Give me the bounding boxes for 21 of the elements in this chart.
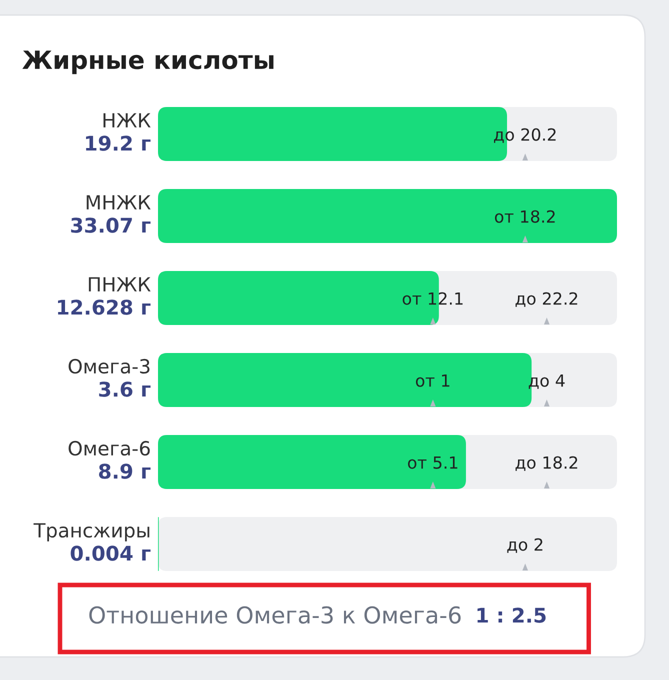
category-label: Омега-6	[68, 440, 150, 456]
data-label: до 22.2	[516, 292, 578, 307]
data-label: 33.07 г	[71, 218, 151, 233]
text: 1 : 2.5	[478, 608, 546, 623]
data-label: до 2	[507, 538, 542, 553]
data-label: до 18.2	[516, 456, 578, 471]
category-label: Трансжиры	[34, 523, 150, 542]
category-label: МНЖК	[86, 195, 151, 210]
data-label: 8.9 г	[99, 464, 151, 479]
data-label: от 5.1	[408, 456, 458, 469]
category-label: ПНЖК	[88, 277, 151, 292]
data-label: 3.6 г	[99, 382, 151, 397]
category-label: Омега-3	[68, 358, 150, 374]
data-label: от 18.2	[494, 210, 555, 223]
data-label: 19.2 г	[86, 136, 151, 151]
category-label: НЖК	[104, 113, 151, 128]
data-label: от 1	[416, 374, 450, 387]
text: Жирные кислоты	[22, 50, 274, 74]
text: Отношение Омега-3 к Омега-6	[89, 606, 461, 624]
data-label: 12.628 г	[58, 300, 151, 315]
data-label: 0.004 г	[70, 546, 151, 561]
